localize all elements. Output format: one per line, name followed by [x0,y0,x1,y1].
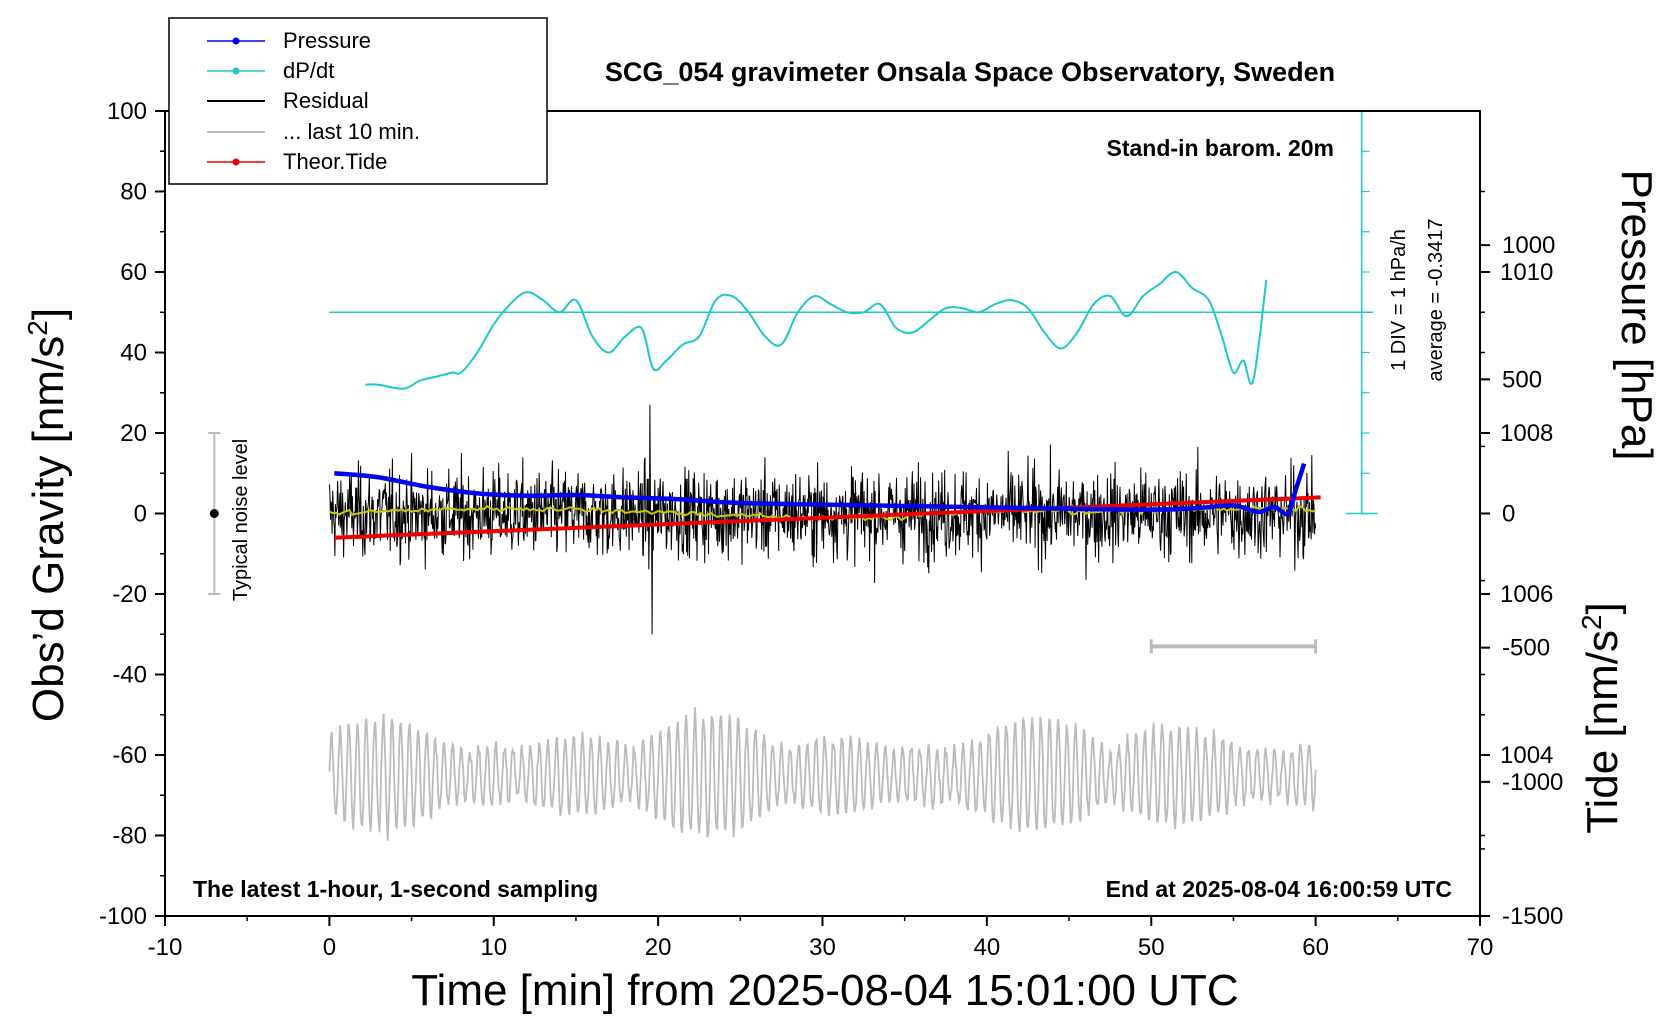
y-axis-label-pressure: Pressure [hPa] [1612,169,1660,460]
y-tick-label: 40 [120,340,147,367]
tide-tick-label: -1500 [1502,903,1563,930]
svg-text:... last 10 min.: ... last 10 min. [283,119,420,144]
x-tick-label: 70 [1467,934,1494,961]
y-tick-label: -60 [112,742,147,769]
axes-layer: -10 0 10 20 30 40 50 60 70-100-80-60-40-20020406… [99,98,1563,961]
noise-dot [209,509,219,518]
y-tick-label: 80 [120,179,147,206]
last10-line [328,707,1317,841]
x-tick-label: 20 [645,934,672,961]
tide-tick-label: -500 [1502,635,1550,662]
residual-line [328,404,1317,635]
noise-annotation: Typical noise level [230,439,252,601]
y-tick-label: -80 [112,823,147,850]
tide-tick-label: 500 [1502,366,1542,393]
x-tick-label: 0 [323,934,336,961]
tide-tick-label: -1000 [1502,769,1563,796]
svg-text:Theor.Tide: Theor.Tide [283,149,387,174]
legend-item-dpdt: dP/dt [207,58,334,83]
y-tick-label: 20 [120,420,147,447]
y-tick-label: -40 [112,662,147,689]
series-layer [208,111,1378,841]
legend: Pressure dP/dt Residual ... last 10 min.… [168,17,548,185]
y-tick-label: -20 [112,581,147,608]
tide-tick-label: 0 [1502,501,1515,528]
x-tick-label: -10 [148,934,183,961]
tide-line [334,495,1321,540]
legend-item-tide: Theor.Tide [207,149,387,174]
y-tick-label: 0 [134,501,147,528]
y-axis-label-tide: Tide [nm/s2] [1576,602,1627,834]
y-tick-label: -100 [99,903,147,930]
average-annotation: average = -0.3417 [1425,219,1447,382]
svg-text:dP/dt: dP/dt [283,58,334,83]
x-tick-label: 40 [974,934,1001,961]
end-annotation: End at 2025-08-04 16:00:59 UTC [1106,876,1452,902]
legend-item-last10: ... last 10 min. [207,119,420,144]
legend-item-residual: Residual [207,88,369,113]
pressure-tick-label: 1004 [1500,742,1553,769]
tide-tick-label: 1000 [1502,232,1555,259]
svg-text:Residual: Residual [283,88,369,113]
svg-text:Pressure: Pressure [283,28,371,53]
x-tick-label: 50 [1138,934,1165,961]
barometer-annotation: Stand-in barom. 20m [1107,135,1334,161]
dpdt-line [365,271,1268,390]
x-tick-label: 10 [480,934,507,961]
x-tick-label: 60 [1302,934,1329,961]
y-tick-label: 60 [120,259,147,286]
sampling-annotation: The latest 1-hour, 1-second sampling [193,876,598,902]
legend-item-pressure: Pressure [207,28,371,53]
div-annotation: 1 DIV = 1 hPa/h [1388,229,1410,371]
pressure-line [334,462,1307,517]
chart-title: SCG_054 gravimeter Onsala Space Observat… [605,57,1335,87]
y-axis-label-left: Obs’d Gravity [nm/s2] [22,308,73,722]
y-tick-label: 100 [107,98,147,125]
x-tick-label: 30 [809,934,836,961]
pressure-tick-label: 1008 [1500,420,1553,447]
pressure-tick-label: 1006 [1500,581,1553,608]
pressure-tick-label: 1010 [1500,259,1553,286]
x-axis-label: Time [min] from 2025-08-04 15:01:00 UTC [411,966,1238,1015]
